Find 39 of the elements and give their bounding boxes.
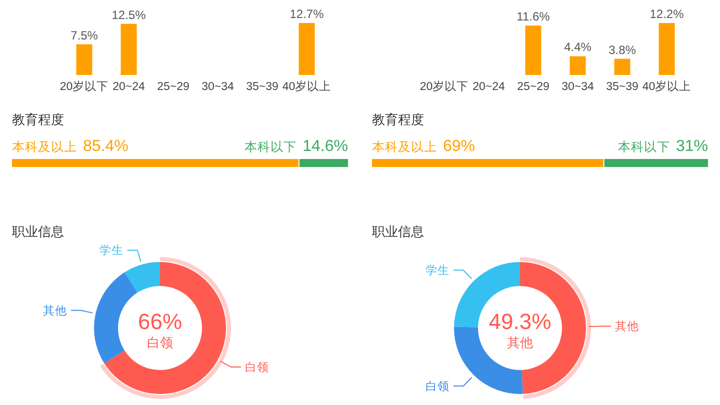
slice-label: 其他 <box>42 304 67 318</box>
x-tick-label: 40岁以上 <box>642 80 692 93</box>
series-label: 本科以下 <box>244 140 297 154</box>
chart-title: 职业信息 <box>372 224 424 239</box>
x-tick-label: 25~29 <box>517 81 550 93</box>
data-label: 4.4% <box>564 40 592 54</box>
x-tick-label: 40岁以上 <box>282 80 332 93</box>
series-label: 本科及以上 <box>12 140 77 154</box>
data-label: 12.5% <box>112 8 146 22</box>
data-label: 12.7% <box>290 7 324 21</box>
x-tick-label: 20岁以下 <box>60 80 109 93</box>
data-label: 49.3% <box>488 309 552 334</box>
chart-title: 职业信息 <box>12 224 64 239</box>
chart-title: 教育程度 <box>372 112 424 127</box>
x-tick-label: 20~24 <box>472 81 506 93</box>
chart-title: 教育程度 <box>12 112 64 127</box>
slice-label: 白领 <box>425 380 450 393</box>
slice-label: 其他 <box>614 320 639 334</box>
series-label: 本科以下 <box>618 140 670 154</box>
x-tick-label: 30~34 <box>562 81 594 93</box>
series-label: 本科及以上 <box>372 140 437 154</box>
x-tick-label: 25~29 <box>157 81 190 93</box>
slice-label: 其他 <box>507 335 533 350</box>
data-label: 31% <box>676 138 708 155</box>
data-label: 69% <box>443 138 476 155</box>
slice-label: 学生 <box>99 244 124 258</box>
x-tick-label: 35~39 <box>606 81 638 93</box>
x-tick-label: 20~24 <box>112 81 146 93</box>
data-label: 12.2% <box>650 7 684 21</box>
data-label: 14.6% <box>302 138 348 155</box>
x-tick-label: 20岁以下 <box>420 80 469 93</box>
slice-label: 学生 <box>425 264 450 278</box>
x-tick-label: 30~34 <box>202 81 234 93</box>
data-label: 85.4% <box>83 138 128 155</box>
data-label: 3.8% <box>608 42 636 57</box>
x-tick-label: 35~39 <box>246 81 278 93</box>
data-label: 11.6% <box>516 10 550 24</box>
data-label: 7.5% <box>70 28 98 42</box>
slice-label: 白领 <box>244 361 269 374</box>
